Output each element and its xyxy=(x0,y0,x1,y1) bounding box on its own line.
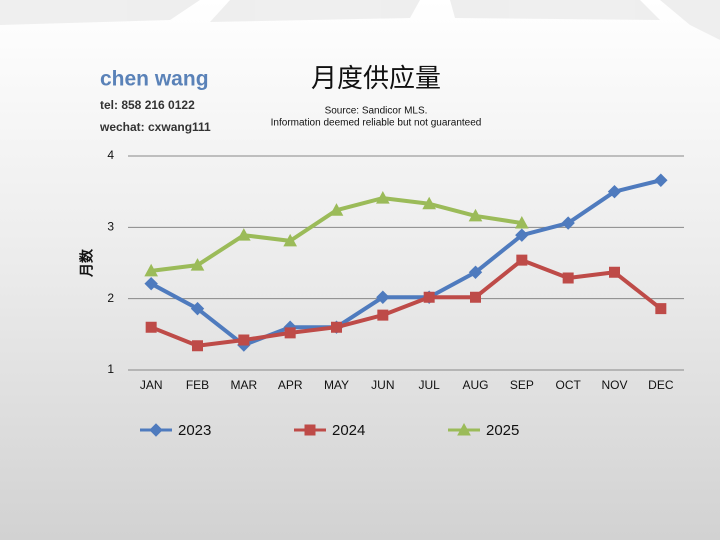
point-marker xyxy=(562,272,574,284)
x-tick-label: OCT xyxy=(555,378,581,392)
author-wechat: wechat: cxwang111 xyxy=(99,120,211,134)
legend-marker xyxy=(149,423,163,437)
point-marker xyxy=(561,216,575,230)
point-marker xyxy=(514,216,529,229)
y-tick-label: 3 xyxy=(107,220,114,234)
point-marker xyxy=(609,266,620,278)
author-tel: tel: 858 216 0122 xyxy=(100,98,195,112)
chart-subtitle: Source: Sandicor MLS. xyxy=(325,106,428,117)
x-tick-label: JAN xyxy=(140,378,163,392)
point-marker xyxy=(331,321,342,333)
series-line xyxy=(150,258,663,348)
point-marker xyxy=(284,327,296,339)
point-marker xyxy=(144,276,158,291)
series-line xyxy=(150,178,662,348)
point-marker xyxy=(516,254,528,266)
x-tick-label: NOV xyxy=(601,378,627,392)
x-tick-label: APR xyxy=(278,378,303,392)
legend-marker xyxy=(457,422,471,436)
y-tick-label: 4 xyxy=(107,148,114,162)
point-marker xyxy=(468,208,483,222)
point-marker xyxy=(423,291,435,303)
point-marker xyxy=(377,309,389,321)
point-marker xyxy=(515,228,529,242)
point-marker xyxy=(190,301,205,316)
x-tick-label: DEC xyxy=(648,378,674,392)
point-marker xyxy=(329,203,344,216)
point-marker xyxy=(190,258,205,271)
point-marker xyxy=(283,233,298,247)
y-tick-label: 1 xyxy=(107,362,114,376)
x-tick-label: FEB xyxy=(186,378,209,392)
x-tick-label: JUL xyxy=(418,378,440,392)
x-tick-label: MAY xyxy=(324,378,349,392)
author-name: chen wang xyxy=(100,68,209,91)
y-axis-label: 月数 xyxy=(79,248,95,278)
point-marker xyxy=(375,191,390,204)
x-tick-label: JUN xyxy=(371,378,394,392)
y-tick-label: 2 xyxy=(107,291,114,305)
point-marker xyxy=(144,263,159,277)
ceiling-decoration xyxy=(0,0,720,40)
point-marker xyxy=(468,265,483,279)
point-marker xyxy=(655,303,667,315)
legend-label: 2025 xyxy=(486,422,519,439)
legend-label: 2023 xyxy=(178,422,211,439)
point-marker xyxy=(422,196,437,210)
point-marker xyxy=(238,334,250,346)
point-marker xyxy=(236,228,251,241)
point-marker xyxy=(145,321,157,333)
point-marker xyxy=(376,290,390,304)
x-tick-label: AUG xyxy=(462,378,488,392)
x-tick-label: SEP xyxy=(510,378,534,392)
chart-title: 月度供应量 xyxy=(311,63,441,93)
legend-marker xyxy=(304,424,316,436)
point-marker xyxy=(192,340,203,352)
x-tick-label: MAR xyxy=(230,378,257,392)
chart-subtitle: Information deemed reliable but not guar… xyxy=(271,118,482,129)
point-marker xyxy=(654,173,668,187)
point-marker xyxy=(470,291,481,303)
point-marker xyxy=(607,184,622,199)
legend-label: 2024 xyxy=(332,422,365,439)
